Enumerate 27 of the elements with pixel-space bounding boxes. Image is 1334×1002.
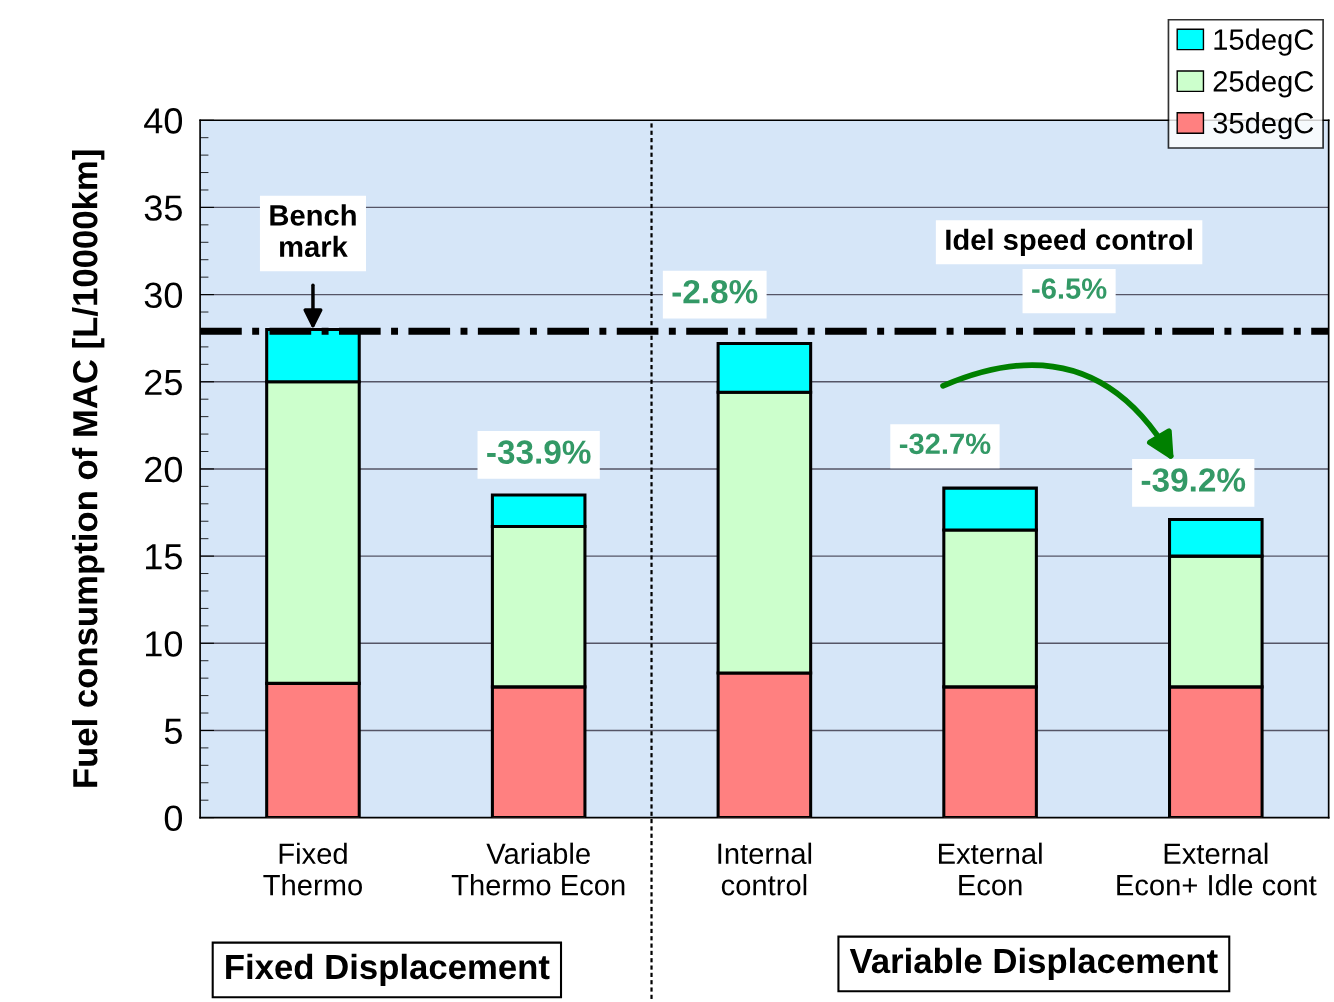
annotation: -32.7% — [899, 433, 991, 455]
legend-label: 15degC — [1214, 28, 1314, 56]
annotation: -33.9% — [487, 440, 591, 464]
annotation: -39.2% — [1141, 468, 1246, 492]
y-tick-label: 0 — [164, 805, 183, 832]
annotation: -2.8% — [672, 279, 758, 304]
y-tick-label: 30 — [144, 282, 183, 309]
y-tick-label: 15 — [146, 544, 182, 570]
y-tick-label: 5 — [164, 718, 182, 744]
y-tick-label: 25 — [145, 369, 182, 396]
x-tick-label: Variable Thermo Econ — [451, 842, 625, 896]
annotation: -6.5% — [1032, 278, 1107, 299]
x-tick-label: Internal control — [718, 842, 812, 896]
annotation: Idel speed control — [946, 228, 1192, 256]
y-tick-label: 20 — [145, 456, 183, 483]
legend-label: 35degC — [1213, 112, 1314, 140]
x-tick-label: External Econ — [938, 842, 1042, 896]
text: Variable Displacement — [849, 947, 1218, 981]
y-tick-label: 10 — [146, 631, 183, 657]
y-tick-label: 40 — [144, 108, 183, 134]
y-tick-label: 35 — [144, 195, 182, 221]
x-tick-label: Fixed Thermo — [263, 842, 362, 896]
x-tick-label: External Econ+ Idle cont — [1117, 842, 1317, 896]
y-axis-title: Fuel consumption of MAC [L/10000km] — [72, 150, 105, 787]
legend-label: 25degC — [1213, 70, 1314, 98]
annotation: Bench mark — [270, 204, 356, 258]
text: Fixed Displacement — [226, 953, 550, 987]
